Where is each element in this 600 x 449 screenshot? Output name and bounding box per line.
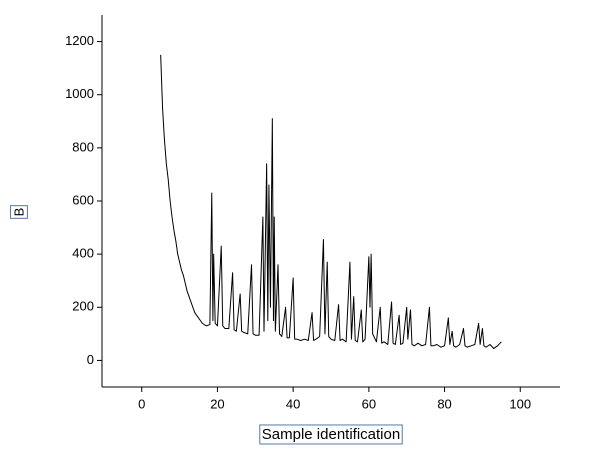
y-tick-label: 400 — [72, 246, 94, 261]
y-tick-label: 600 — [72, 192, 94, 207]
y-tick-label: 0 — [87, 352, 94, 367]
x-tick-label: 100 — [509, 396, 531, 411]
label-box — [259, 424, 403, 445]
x-tick-label: 20 — [210, 396, 224, 411]
y-tick-label: 200 — [72, 299, 94, 314]
y-axis-label: B — [11, 208, 26, 217]
y-tick-label: 800 — [72, 139, 94, 154]
x-tick-label: 40 — [286, 396, 300, 411]
x-tick-label: 80 — [437, 396, 451, 411]
x-tick-label: 0 — [138, 396, 145, 411]
x-tick-label: 60 — [362, 396, 376, 411]
y-tick-label: 1000 — [65, 86, 94, 101]
y-tick-label: 1200 — [65, 33, 94, 48]
x-axis-label: Sample identification — [262, 426, 400, 443]
data-line — [160, 54, 502, 349]
label-box — [9, 205, 28, 219]
